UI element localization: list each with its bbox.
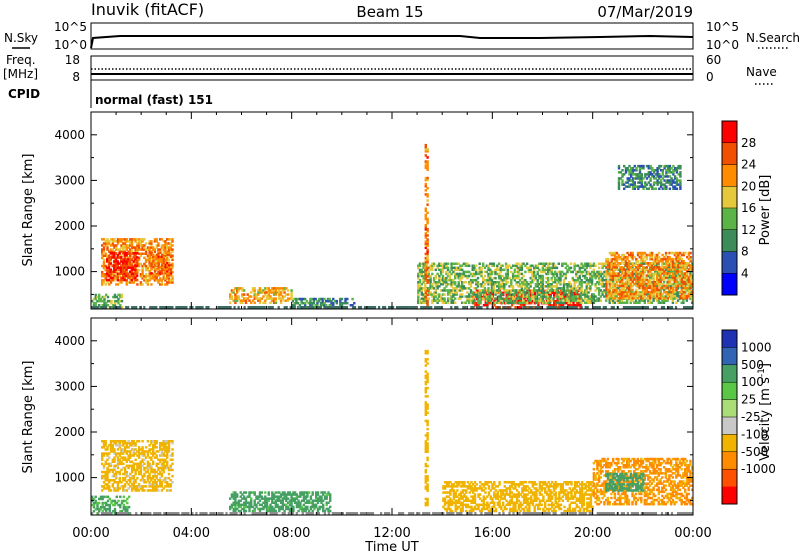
pow-y-tick-0: 1000 (54, 265, 85, 279)
velocity-colorbar: 1000 500 100 25 -25 -100 -500 -1000 (721, 329, 776, 505)
pow-region-4 (229, 287, 293, 304)
nsky-panel: 10^5 10^0 10^5 10^0 N.Sky N.Search (4, 20, 800, 52)
vel-region-3 (442, 481, 594, 513)
nsearch-label: N.Search (746, 31, 800, 45)
velocity-colorbar-tick-5: -100 (741, 427, 768, 441)
nsky-tick-high: 10^5 (54, 20, 87, 34)
x-axis-ticklabels: 00:00 04:00 08:00 12:00 16:00 20:00 00:00 (72, 526, 711, 541)
x-tick-label-6: 00:00 (674, 526, 711, 541)
velocity-colorbar-tick-0: 1000 (741, 340, 772, 354)
power-colorbar-bin-6 (722, 142, 737, 165)
cpid-value: normal (fast) 151 (95, 93, 213, 107)
freq-tick-low: 8 (72, 70, 80, 84)
pow-y-tick-1: 2000 (54, 219, 85, 233)
nave-tick-low: 0 (706, 70, 714, 84)
pow-region-1 (106, 252, 139, 282)
x-tick-label-4: 16:00 (474, 526, 511, 541)
cpid-label: CPID (8, 87, 40, 101)
pow-ground-scatter (91, 306, 693, 309)
power-colorbar-tick-4: 20 (741, 179, 756, 193)
vel-region-5 (605, 472, 645, 492)
velocity-colorbar-tick-6: -500 (741, 445, 768, 459)
pow-region-10 (424, 143, 429, 309)
vel-y-tick-1: 2000 (54, 425, 85, 439)
velocity-colorbar-bin-7 (722, 451, 737, 470)
x-tick-label-3: 12:00 (373, 526, 410, 541)
beam-title: Beam 15 (356, 3, 423, 21)
power-y-axis-title: Slant Range [km] (21, 154, 36, 267)
vel-y-tick-0: 1000 (54, 471, 85, 485)
velocity-colorbar-tick-7: -1000 (741, 462, 776, 476)
x-axis-title: Time UT (364, 540, 418, 554)
power-colorbar-tick-6: 28 (741, 136, 756, 150)
vel-region-1 (91, 495, 131, 515)
x-tick-label-1: 04:00 (173, 526, 210, 541)
velocity-colorbar-bin-9 (722, 486, 737, 505)
velocity-colorbar-tick-2: 100 (741, 375, 764, 389)
pow-region-3 (148, 251, 173, 277)
vel-region-6 (424, 349, 429, 515)
vel-region-2 (229, 491, 332, 513)
power-colorbar-bin-5 (722, 164, 737, 187)
freq-tick-high: 18 (65, 53, 80, 67)
nsky-label: N.Sky (4, 31, 38, 45)
velocity-colorbar-bin-5 (722, 417, 737, 435)
power-colorbar-tick-3: 16 (741, 201, 756, 215)
vel-ground-scatter (91, 512, 693, 515)
velocity-colorbar-bin-0 (722, 330, 737, 348)
power-colorbar-bin-0 (722, 273, 737, 296)
power-colorbar-tick-2: 12 (741, 223, 756, 237)
nsearch-tick-high: 10^5 (706, 20, 739, 34)
power-colorbar-tick-5: 24 (741, 158, 756, 172)
power-colorbar-bin-3 (722, 208, 737, 231)
velocity-colorbar-bin-1 (722, 347, 737, 366)
power-colorbar-bin-7 (722, 121, 737, 144)
nsky-trace (90, 34, 694, 49)
velocity-colorbar-bin-4 (722, 399, 737, 418)
pow-y-tick-2: 3000 (54, 173, 85, 187)
power-colorbar-tick-1: 8 (741, 245, 749, 259)
velocity-colorbar-tick-3: 25 (741, 393, 756, 407)
vel-y-tick-3: 4000 (54, 334, 85, 348)
velocity-panel: 1000 2000 3000 4000 (54, 317, 694, 516)
velocity-colorbar-label: Velocity [m s-1] (757, 363, 773, 461)
nsearch-tick-low: 10^0 (706, 38, 739, 52)
power-colorbar-tick-0: 4 (741, 266, 749, 280)
nave-tick-high: 60 (706, 53, 721, 67)
date-title: 07/Mar/2019 (597, 3, 693, 21)
pow-y-tick-3: 4000 (54, 128, 85, 142)
vel-y-tick-2: 3000 (54, 379, 85, 393)
vel-region-0 (101, 440, 174, 492)
x-tick-label-5: 20:00 (574, 526, 611, 541)
x-tick-label-2: 08:00 (273, 526, 310, 541)
velocity-colorbar-bin-6 (722, 434, 737, 453)
velocity-colorbar-bin-2 (722, 364, 737, 383)
cpid-panel: CPID normal (fast) 151 (8, 80, 213, 108)
nsky-tick-low: 10^0 (54, 38, 87, 52)
station-title: Inuvik (fitACF) (91, 0, 204, 19)
x-tick-label-0: 00:00 (72, 526, 109, 541)
power-colorbar-bin-2 (722, 229, 737, 252)
power-colorbar-label: Power [dB] (758, 175, 773, 246)
velocity-y-axis-title: Slant Range [km] (21, 361, 36, 474)
freq-panel: 18 8 60 0 Freq. [MHz] Nave (3, 53, 777, 85)
power-colorbar-bin-4 (722, 186, 737, 209)
power-panel: 1000 2000 3000 4000 (54, 111, 694, 310)
nave-label: Nave (746, 65, 777, 79)
velocity-colorbar-bin-3 (722, 382, 737, 400)
pow-region-8 (605, 251, 693, 300)
power-colorbar-bin-1 (722, 251, 737, 274)
freq-label-1: Freq. (6, 53, 36, 67)
velocity-colorbar-tick-1: 500 (741, 358, 764, 372)
pow-region-9 (617, 164, 682, 190)
power-colorbar: 4 8 12 16 20 24 28 (721, 120, 756, 296)
freq-label-2: [MHz] (3, 67, 38, 81)
velocity-colorbar-bin-8 (722, 469, 737, 487)
velocity-colorbar-tick-4: -25 (741, 410, 761, 424)
